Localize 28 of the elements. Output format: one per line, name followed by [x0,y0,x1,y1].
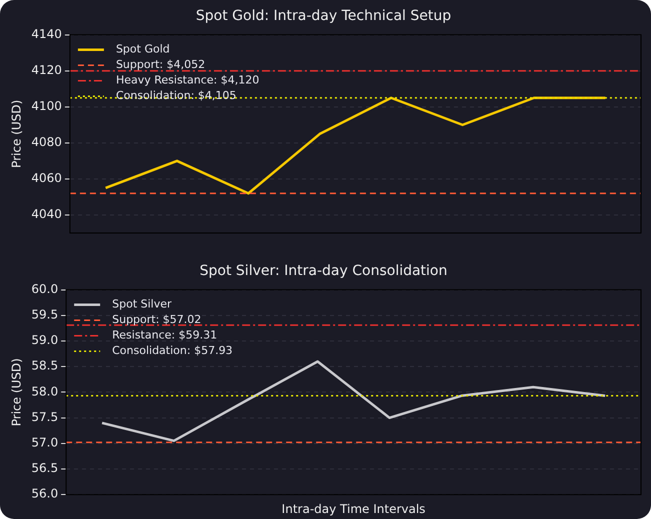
chart-title: Spot Gold: Intra-day Technical Setup [196,8,452,24]
y-tick-label: 4060 [31,171,62,186]
x-axis-title: Intra-day Time Intervals [282,502,426,516]
y-tick-label: 58.0 [31,384,58,398]
legend-label: Consolidation: $57.93 [112,344,233,358]
chart-title: Spot Silver: Intra-day Consolidation [200,263,448,280]
y-tick-label: 4080 [31,135,62,150]
y-tick-label: 59.5 [31,308,58,322]
legend-label: Spot Silver [112,298,172,311]
y-tick-label: 57.5 [31,410,58,424]
y-tick-label: 4040 [31,207,62,222]
y-tick-label: 4100 [31,99,62,113]
legend-label: Resistance: $59.31 [112,328,218,342]
y-axis-title: Price (USD) [9,100,24,168]
y-tick-label: 56.5 [31,461,58,476]
y-tick-label: 58.5 [31,358,58,373]
legend-label: Spot Gold [116,42,170,56]
legend-label: Support: $57.02 [112,313,202,326]
y-tick-label: 56.0 [31,486,58,501]
ref-line-label: Heavy Resistance: $4,120 [116,74,260,87]
legend-label: Support: $4,052 [116,58,206,72]
y-tick-label: 4140 [31,26,62,41]
y-tick-label: 59.0 [31,333,58,348]
y-tick-label: 57.0 [31,436,58,450]
ref-line-label: Consolidation: $4,105 [116,89,236,102]
y-axis-title: Price (USD) [9,358,24,426]
y-tick-label: 60.0 [31,282,58,296]
y-tick-label: 4120 [31,62,62,77]
